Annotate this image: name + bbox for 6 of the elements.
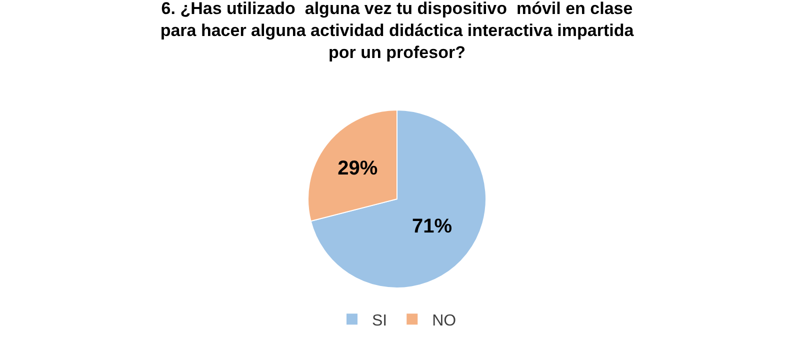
pie-slice bbox=[310, 110, 486, 288]
legend-label: NO bbox=[432, 312, 456, 330]
chart-title: 6. ¿Has utilizado alguna vez tu dispositivo móvil en clase para hacer alguna actividad didáctica interactiva impartida por un profesor? bbox=[160, 0, 634, 62]
data-label: 29% bbox=[338, 158, 378, 180]
legend-label: SI bbox=[372, 312, 388, 330]
data-label: 71% bbox=[412, 215, 452, 238]
